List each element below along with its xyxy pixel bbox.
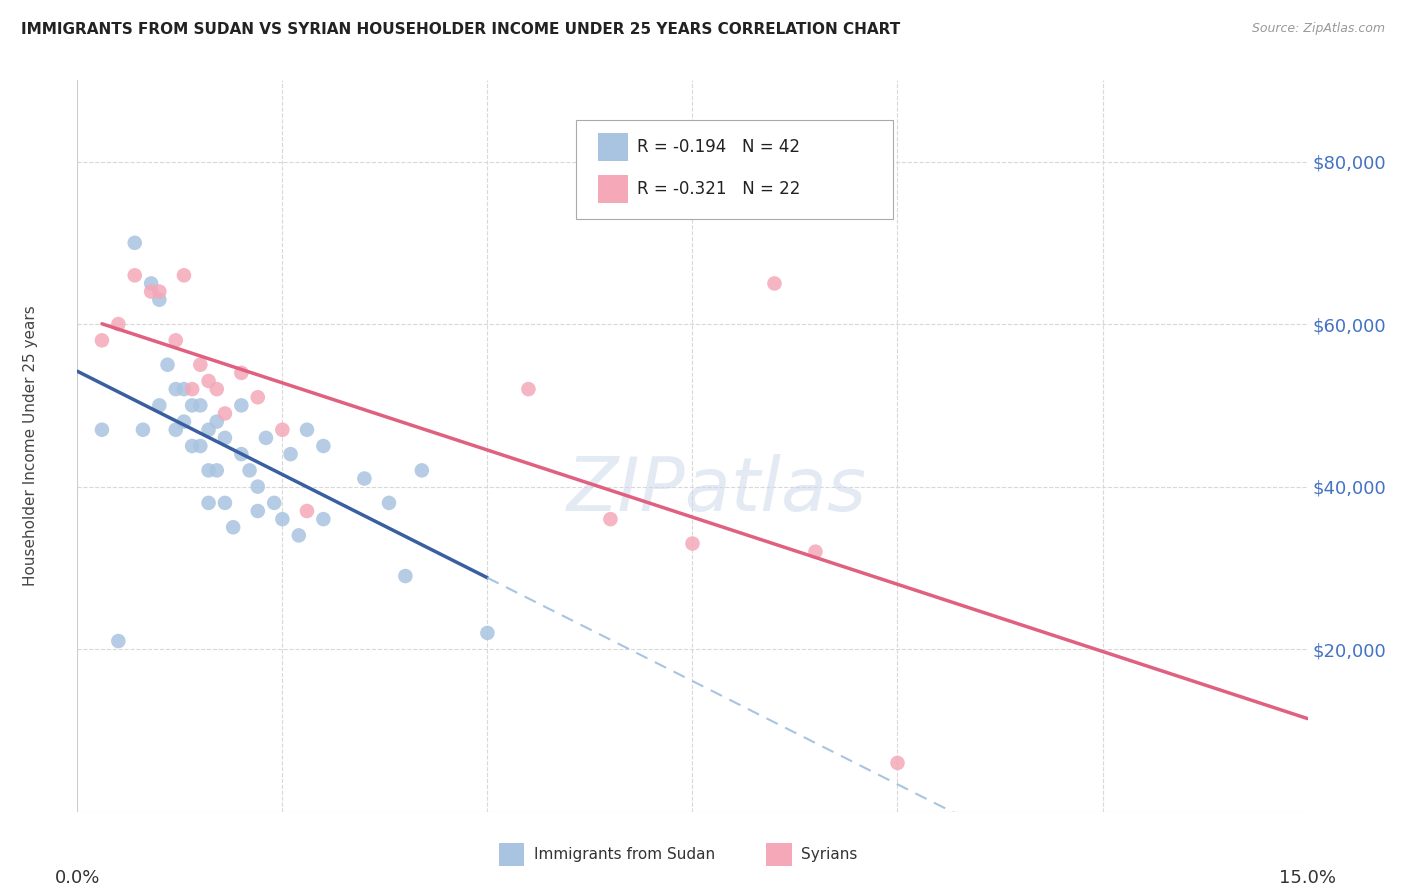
Point [181,439,204,453]
Point [222,520,245,534]
Point [246,390,269,404]
Point [682,536,704,550]
Point [214,407,236,421]
Point [165,334,187,348]
Text: IMMIGRANTS FROM SUDAN VS SYRIAN HOUSEHOLDER INCOME UNDER 25 YEARS CORRELATION CH: IMMIGRANTS FROM SUDAN VS SYRIAN HOUSEHOL… [21,22,900,37]
Point [599,512,621,526]
Point [141,285,163,299]
Point [173,268,195,283]
Point [107,317,129,331]
Point [124,235,146,250]
Text: Source: ZipAtlas.com: Source: ZipAtlas.com [1251,22,1385,36]
Point [107,634,129,648]
Point [886,756,908,770]
Point [477,626,499,640]
Point [231,447,253,461]
Point [90,334,114,348]
Point [90,423,114,437]
Point [214,431,236,445]
Text: R = -0.194   N = 42: R = -0.194 N = 42 [637,138,800,156]
Point [295,423,318,437]
Text: 15.0%: 15.0% [1279,869,1336,887]
Point [295,504,318,518]
Point [271,512,294,526]
Point [288,528,311,542]
Point [205,382,228,396]
Point [205,463,228,477]
Point [156,358,179,372]
Point [181,382,204,396]
Point [246,480,269,494]
Point [173,382,195,396]
Point [148,293,170,307]
Text: R = -0.321   N = 22: R = -0.321 N = 22 [637,180,800,198]
Point [517,382,540,396]
Point [763,277,786,291]
Point [271,423,294,437]
Point [188,439,212,453]
Point [165,382,187,396]
Point [197,463,219,477]
Point [411,463,433,477]
Point [353,471,375,485]
Text: Syrians: Syrians [801,847,858,862]
Point [254,431,277,445]
Point [124,268,146,283]
Point [188,358,212,372]
Text: Householder Income Under 25 years: Householder Income Under 25 years [22,306,38,586]
Point [148,285,170,299]
Point [263,496,285,510]
Point [239,463,262,477]
Point [214,496,236,510]
Point [378,496,401,510]
Point [394,569,416,583]
Point [197,496,219,510]
Point [165,423,187,437]
Point [280,447,302,461]
Text: Immigrants from Sudan: Immigrants from Sudan [534,847,716,862]
Point [804,544,827,558]
Point [312,439,335,453]
Point [231,366,253,380]
Text: ZIPatlas: ZIPatlas [567,454,868,526]
Point [181,398,204,412]
Point [197,423,219,437]
Point [312,512,335,526]
Point [141,277,163,291]
Point [205,415,228,429]
Point [132,423,155,437]
Point [148,398,170,412]
Text: 0.0%: 0.0% [55,869,100,887]
Point [246,504,269,518]
Point [188,398,212,412]
Point [197,374,219,388]
Point [173,415,195,429]
Point [231,398,253,412]
